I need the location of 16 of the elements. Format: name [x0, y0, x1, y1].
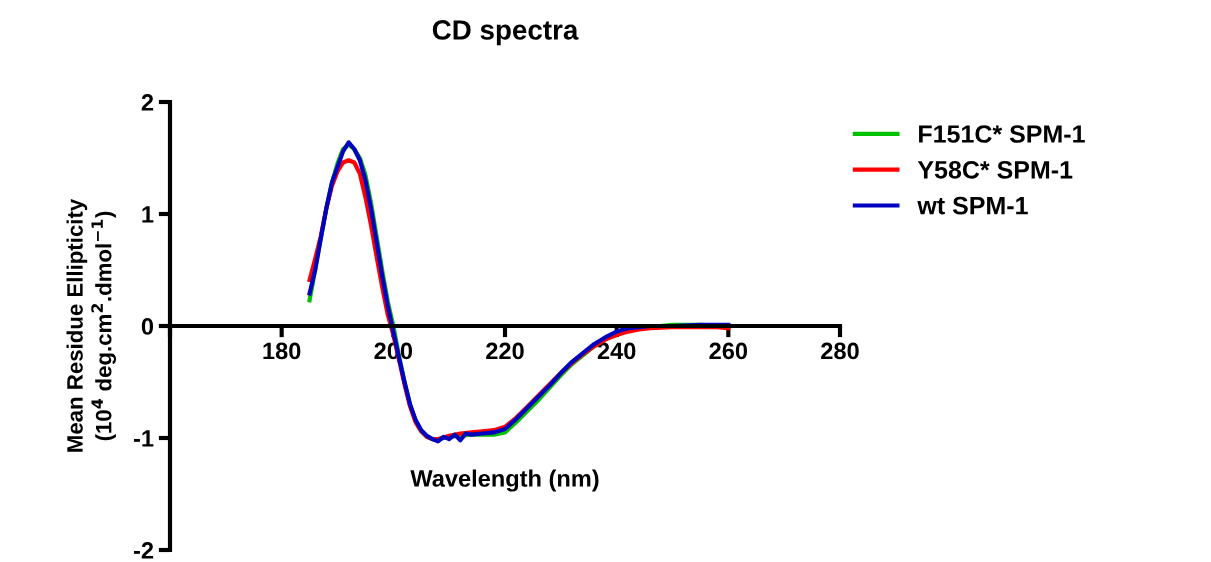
x-tick-label: 240 [597, 342, 636, 360]
chart-title: CD spectra [432, 20, 579, 46]
x-tick-label: 260 [709, 342, 748, 360]
y-tick-label: -2 [133, 542, 154, 559]
legend-label: wt SPM-1 [917, 196, 1028, 215]
y-tick-label: 2 [141, 94, 154, 111]
y-tick-label: 1 [142, 206, 154, 223]
y-tick-label: 0 [141, 318, 154, 335]
x-axis-title: Wavelength (nm) [410, 469, 599, 492]
x-tick-label: 180 [263, 342, 301, 360]
x-tick-label: 280 [821, 342, 859, 360]
legend-label: Y58C* SPM-1 [917, 160, 1073, 179]
y-tick-label: -1 [133, 430, 154, 447]
x-tick-label: 220 [486, 342, 524, 360]
legend-label: F151C* SPM-1 [919, 125, 1085, 143]
y-axis-title: Mean Residue Ellipticity (10$^{4}$ deg.cm$^{2}$.dmol$^{−1}$) [66, 198, 117, 452]
